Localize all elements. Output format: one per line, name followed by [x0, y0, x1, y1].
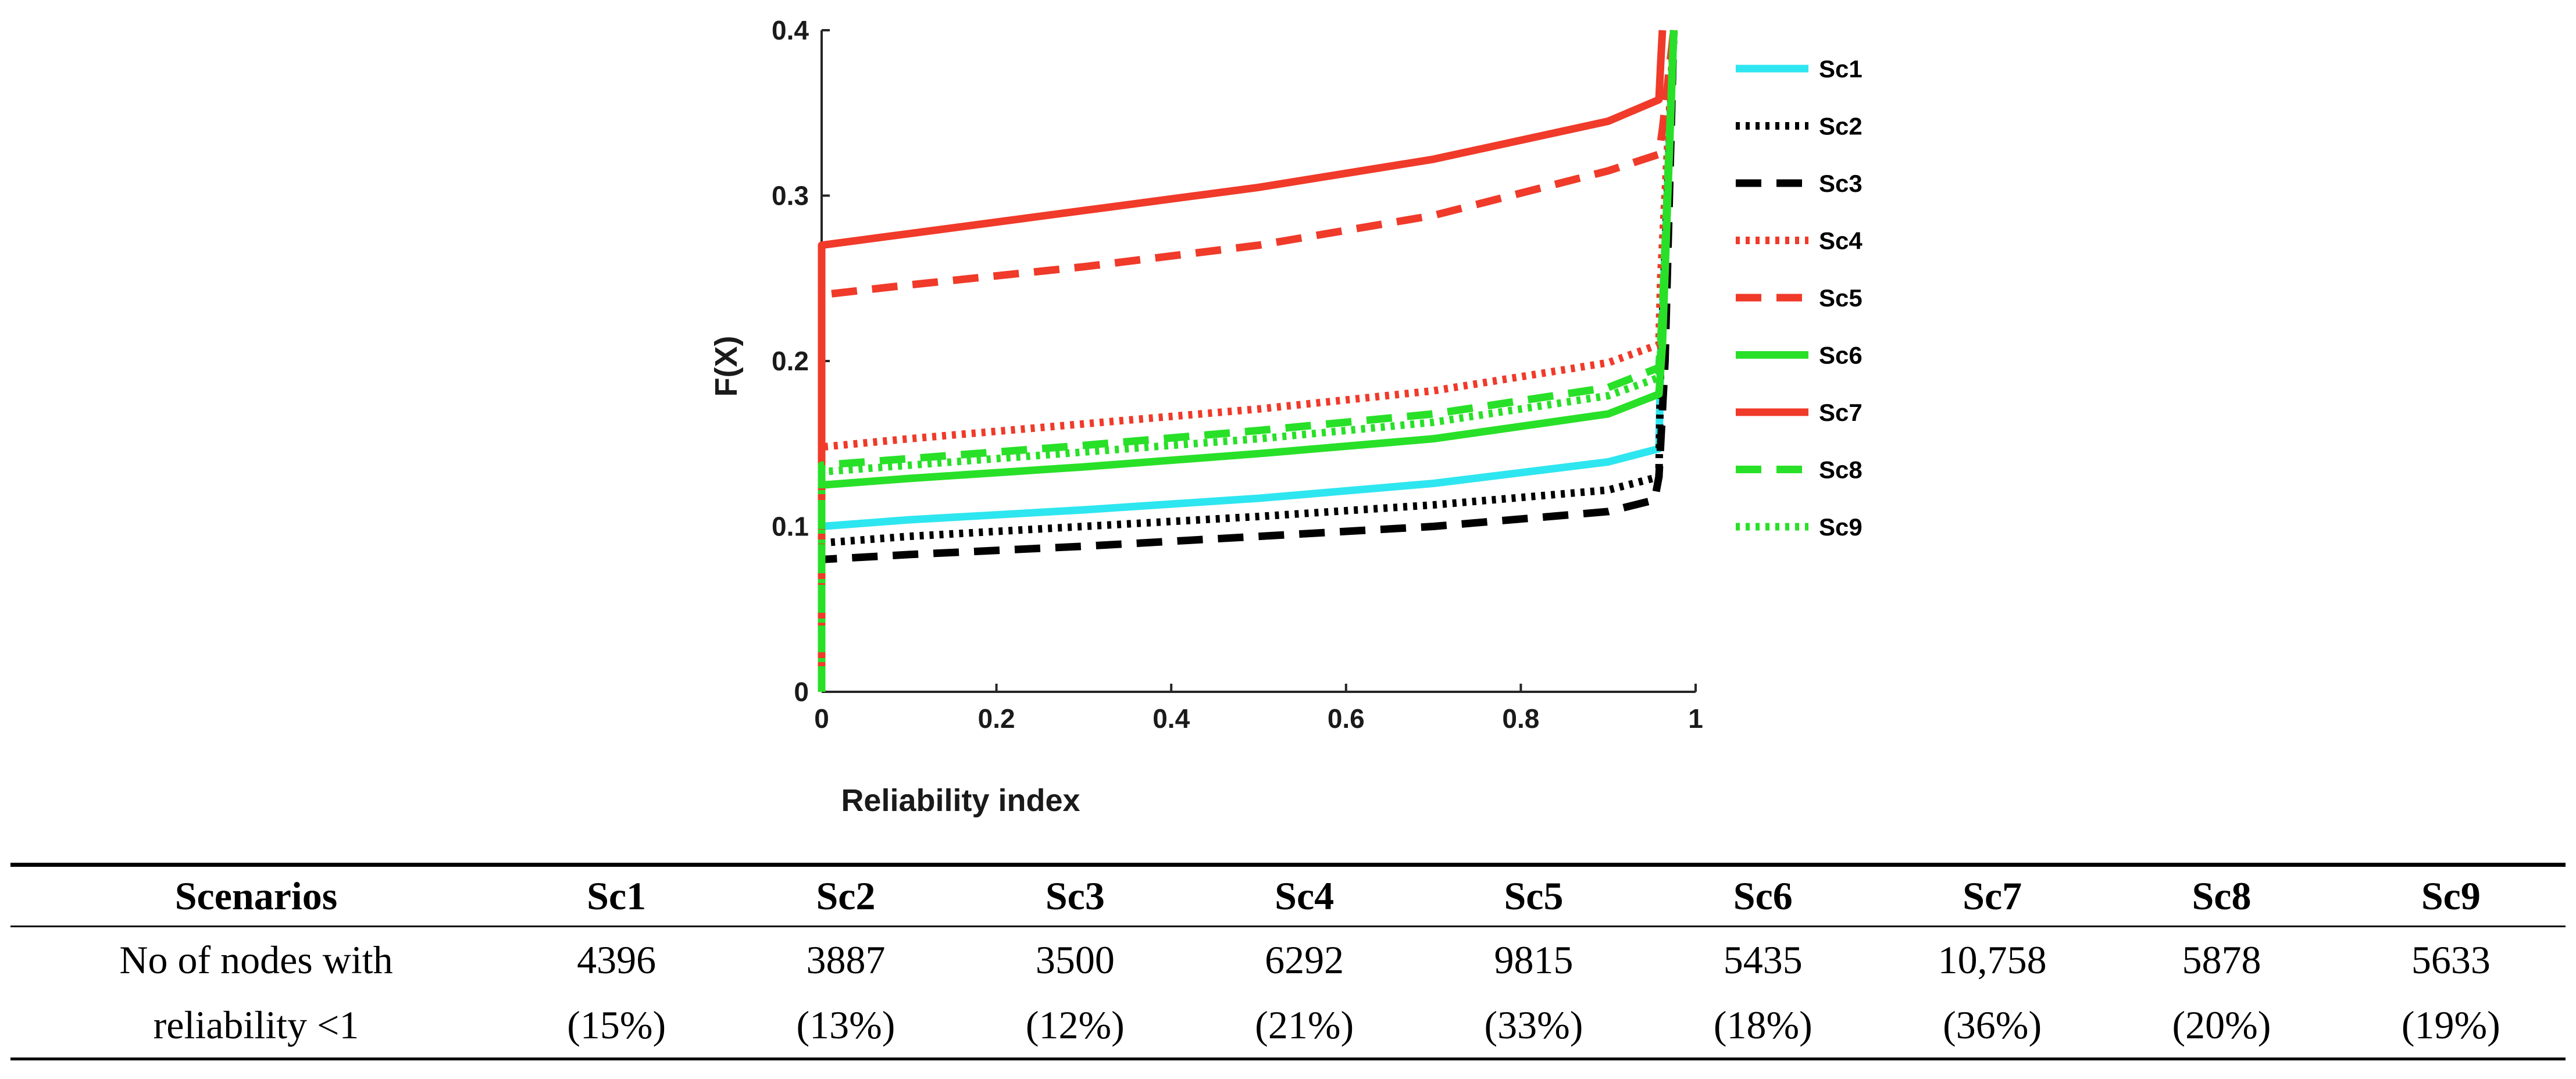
legend-label-sc1: Sc1: [1819, 55, 1863, 83]
row-label: No of nodes with reliability <1: [10, 926, 502, 1060]
legend-label-sc5: Sc5: [1819, 284, 1863, 312]
x-tick-label: 0.4: [1153, 703, 1190, 734]
x-tick-label: 1: [1688, 703, 1703, 734]
legend-label-sc9: Sc9: [1819, 513, 1863, 541]
node-percent: (20%): [2172, 1003, 2271, 1047]
y-axis-label: F(X): [709, 336, 744, 397]
header-sc5: Sc5: [1419, 863, 1649, 927]
legend-label-sc2: Sc2: [1819, 113, 1863, 140]
node-percent: (13%): [796, 1003, 895, 1047]
node-percent: (15%): [567, 1003, 666, 1047]
series-line-sc1: [818, 30, 1678, 692]
series-line-sc4: [818, 30, 1678, 692]
node-percent: (21%): [1255, 1003, 1354, 1047]
series-line-sc9: [818, 30, 1678, 692]
legend-label-sc6: Sc6: [1819, 342, 1863, 369]
legend-label-sc3: Sc3: [1819, 170, 1863, 197]
header-scenarios: Scenarios: [10, 863, 502, 927]
node-percent: (33%): [1484, 1003, 1583, 1047]
legend-label-sc8: Sc8: [1819, 456, 1863, 484]
node-percent: (36%): [1943, 1003, 2042, 1047]
header-sc9: Sc9: [2336, 863, 2566, 927]
reliability-chart: 0 0.1 0.2 0.3 0.4 0 0.2 0.4 0.6 0.8 1 Sc1 Sc2 Sc3 Sc4…: [709, 15, 1863, 818]
y-tick-label: 0: [794, 677, 809, 707]
header-sc8: Sc8: [2107, 863, 2336, 927]
x-tick-label: 0.6: [1328, 703, 1365, 734]
series-line-sc8: [818, 30, 1678, 692]
cell-sc4: 6292 (21%): [1189, 926, 1419, 1060]
node-percent: (18%): [1713, 1003, 1813, 1047]
y-tick-label: 0.4: [772, 15, 809, 45]
table-row: No of nodes with reliability <1 4396 (15%…: [10, 926, 2566, 1060]
row-label-line1: No of nodes with: [119, 938, 393, 982]
node-count: 5633: [2411, 938, 2491, 982]
node-count: 6292: [1265, 938, 1344, 982]
header-sc2: Sc2: [731, 863, 961, 927]
cell-sc2: 3887 (13%): [731, 926, 961, 1060]
x-tick-label: 0.8: [1502, 703, 1539, 734]
series-line-sc5: [818, 30, 1678, 692]
header-sc6: Sc6: [1648, 863, 1878, 927]
chart-axes: 0 0.1 0.2 0.3 0.4 0 0.2 0.4 0.6 0.8 1: [772, 15, 1703, 734]
node-count: 5878: [2182, 938, 2261, 982]
x-tick-label: 0.2: [978, 703, 1015, 734]
node-count: 9815: [1494, 938, 1574, 982]
node-count: 5435: [1723, 938, 1803, 982]
x-tick-label: 0: [814, 703, 829, 734]
series-lines: [818, 30, 1678, 692]
node-count: 10,758: [1938, 938, 2047, 982]
header-sc3: Sc3: [960, 863, 1190, 927]
series-line-sc6: [818, 30, 1678, 692]
node-percent: (19%): [2401, 1003, 2500, 1047]
x-axis-label: Reliability index: [841, 783, 1080, 818]
cell-sc5: 9815 (33%): [1419, 926, 1649, 1060]
y-tick-label: 0.1: [772, 512, 809, 542]
series-line-sc3: [818, 30, 1678, 692]
legend-label-sc7: Sc7: [1819, 399, 1863, 426]
series-line-sc2: [818, 30, 1678, 692]
legend-label-sc4: Sc4: [1819, 227, 1863, 255]
cell-sc9: 5633 (19%): [2336, 926, 2566, 1060]
node-count: 3500: [1035, 938, 1115, 982]
chart-legend: Sc1 Sc2 Sc3 Sc4 Sc5 Sc6 Sc7 Sc8 Sc9: [1736, 55, 1863, 541]
cell-sc7: 10,758 (36%): [1877, 926, 2107, 1060]
header-sc1: Sc1: [502, 863, 732, 927]
cell-sc6: 5435 (18%): [1648, 926, 1878, 1060]
node-percent: (12%): [1025, 1003, 1125, 1047]
cell-sc3: 3500 (12%): [960, 926, 1190, 1060]
table-header-row: Scenarios Sc1 Sc2 Sc3 Sc4 Sc5 Sc6 Sc7 Sc8 Sc9: [10, 863, 2566, 927]
header-sc7: Sc7: [1877, 863, 2107, 927]
scenario-table: Scenarios Sc1 Sc2 Sc3 Sc4 Sc5 Sc6 Sc7 Sc8 Sc9 No …: [10, 863, 2566, 1060]
header-sc4: Sc4: [1189, 863, 1419, 927]
cell-sc8: 5878 (20%): [2107, 926, 2336, 1060]
y-tick-label: 0.2: [772, 346, 809, 376]
row-label-line2: reliability <1: [153, 1003, 359, 1047]
cell-sc1: 4396 (15%): [502, 926, 732, 1060]
y-tick-label: 0.3: [772, 181, 809, 211]
node-count: 3887: [806, 938, 886, 982]
node-count: 4396: [577, 938, 657, 982]
series-line-sc7: [818, 30, 1667, 692]
